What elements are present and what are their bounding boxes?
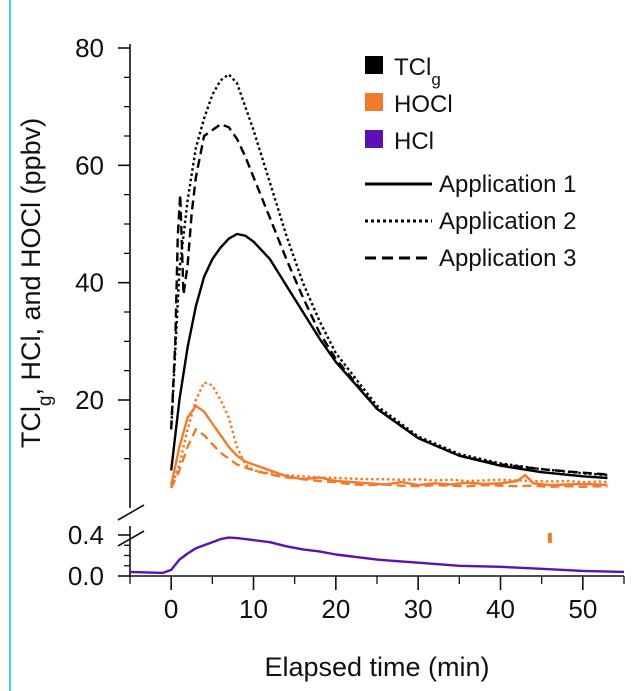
- legend-label-hocl: HOCl: [394, 91, 453, 118]
- legend-label-hcl: HCl: [394, 128, 434, 155]
- legend-label-main: HOCl: [394, 91, 453, 118]
- x-tick-label: 20: [321, 594, 350, 624]
- legend-label-application-3: Application 3: [439, 245, 576, 272]
- y-axis-title-subscript: g: [35, 396, 56, 407]
- series-hocl-application-1: [170, 404, 608, 487]
- x-tick-label: 10: [239, 594, 268, 624]
- x-tick-label: 30: [404, 594, 433, 624]
- legend-swatch-tcl: [365, 56, 383, 74]
- legend-label-main: HCl: [394, 128, 434, 155]
- axis-break-mark: [117, 504, 145, 521]
- y-tick-label: 40: [75, 268, 104, 298]
- series-hocl-application-3: [170, 428, 608, 489]
- x-tick-label: 40: [486, 594, 515, 624]
- legend-label-main: TCl: [394, 54, 431, 81]
- series-hocl-application-2: [170, 381, 608, 489]
- legend-swatch-hocl: [365, 93, 383, 111]
- y-tick-label: 80: [75, 33, 104, 63]
- y-axis-title-part: TCl: [16, 406, 46, 448]
- x-tick-label: 50: [568, 594, 597, 624]
- x-axis-title: Elapsed time (min): [264, 652, 489, 682]
- y-tick-label: 0.4: [68, 520, 104, 550]
- legend-label-subscript: g: [431, 70, 440, 89]
- legend-swatch-hcl: [365, 130, 383, 148]
- y-tick-label: 60: [75, 150, 104, 180]
- legend-label-application-2: Application 2: [439, 208, 576, 235]
- y-axis-title-part: , HCl, and HOCl (ppbv): [16, 118, 46, 396]
- series-hcl-application-1: [129, 536, 625, 575]
- x-tick-label: 0: [164, 594, 178, 624]
- image-left-edge-line: [9, 0, 11, 691]
- y-axis-title: TClg, HCl, and HOCl (ppbv): [16, 118, 56, 448]
- y-tick-label: 0.0: [68, 561, 104, 591]
- hocl-marker: [547, 533, 552, 543]
- legend-label-application-1: Application 1: [439, 171, 576, 198]
- axis-break-mark: [117, 530, 145, 547]
- series-tclg-application-2: [170, 73, 608, 477]
- series-tclg-application-3: [170, 123, 608, 476]
- y-tick-label: 20: [75, 385, 104, 415]
- legend-label-tcl: TClg: [394, 54, 441, 89]
